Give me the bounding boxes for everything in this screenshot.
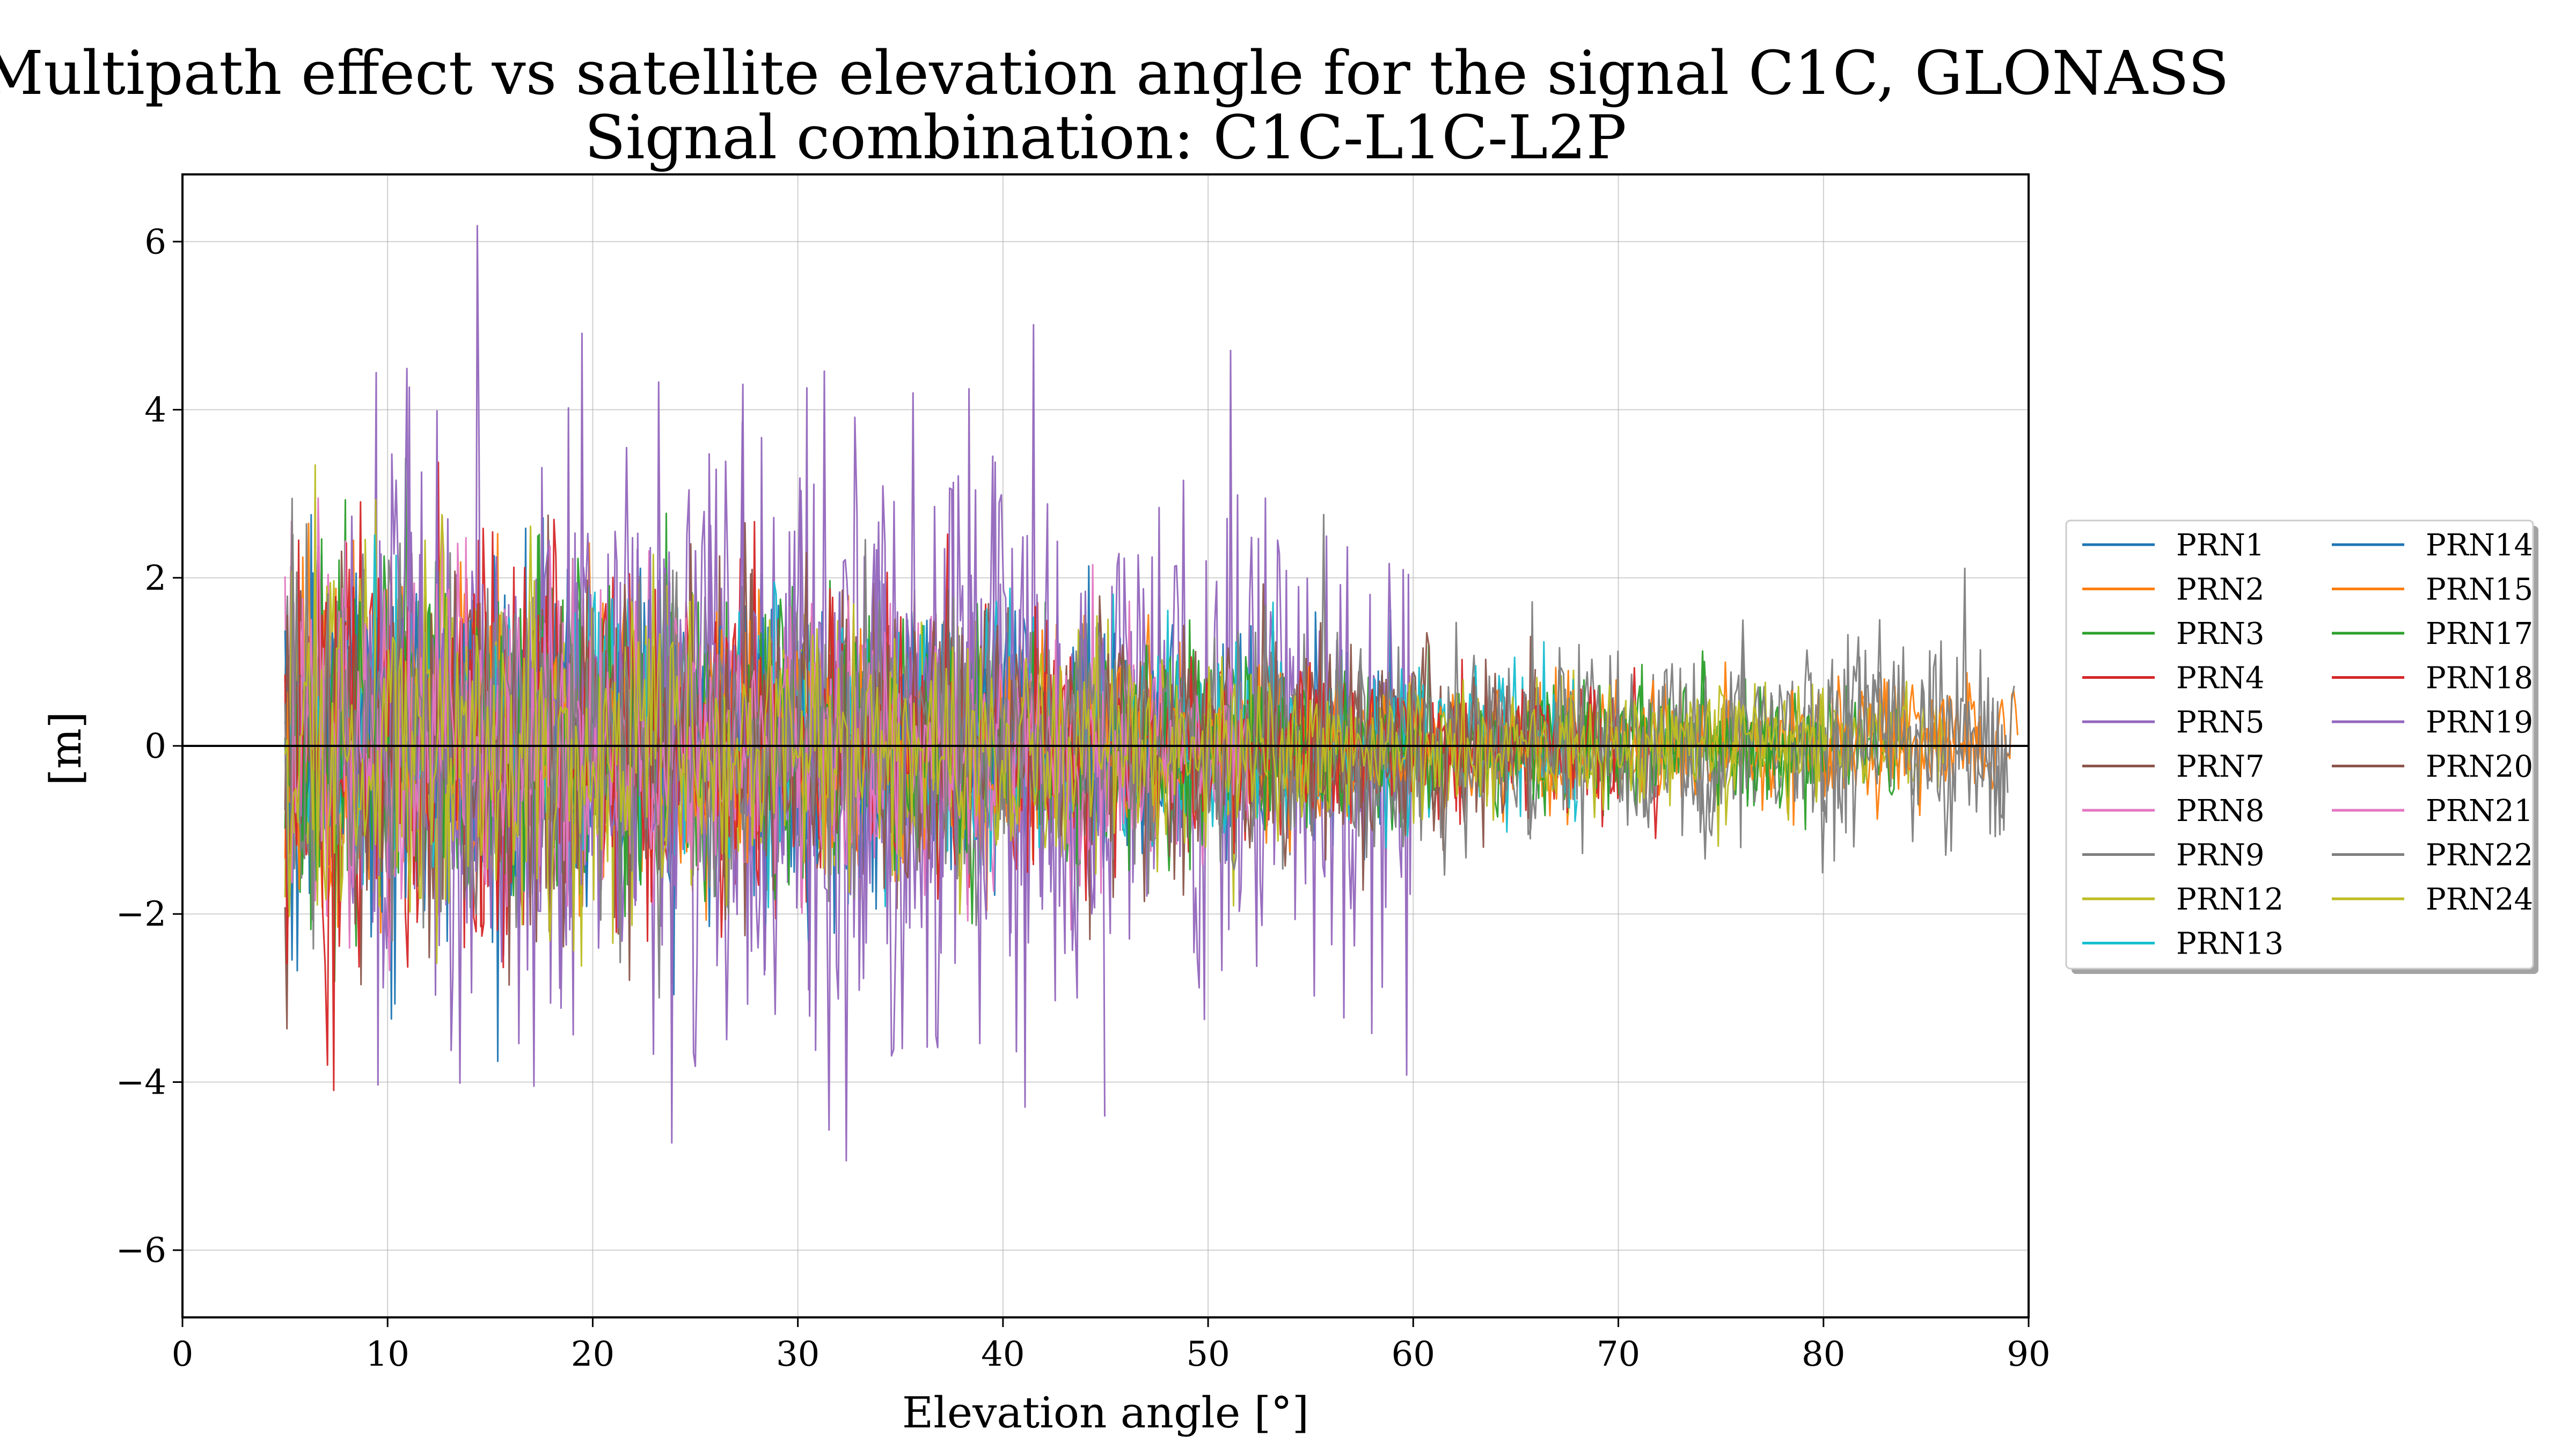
x-tick-label-90: 90: [2007, 1335, 2050, 1374]
x-tick-label-70: 70: [1597, 1335, 1640, 1374]
x-tick-label-10: 10: [366, 1335, 409, 1374]
legend-label-prn19: PRN19: [2426, 705, 2533, 740]
y-tick-label-4: 4: [144, 391, 166, 430]
legend-label-prn17: PRN17: [2426, 617, 2533, 651]
chart-subtitle: Signal combination: C1C-L1C-L2P: [584, 103, 1627, 173]
series-line-prn22: [284, 514, 2009, 999]
legend-label-prn20: PRN20: [2426, 750, 2533, 785]
tick-labels: 0 10 20 30 40 50 60 70 80 90 −6 −4 −2 0 2 4 6: [116, 222, 2051, 1374]
y-tick-label-0: 0: [144, 727, 166, 766]
x-tick-label-30: 30: [776, 1335, 819, 1374]
series-line-prn24: [284, 464, 1824, 952]
series-line-prn19: [346, 368, 1106, 1162]
legend-label-prn14: PRN14: [2426, 528, 2533, 563]
series-lines: [284, 225, 2019, 1162]
legend-label-prn12: PRN12: [2176, 882, 2284, 917]
legend-label-prn8: PRN8: [2176, 794, 2264, 829]
legend-label-prn15: PRN15: [2426, 573, 2533, 607]
legend-label-prn2: PRN2: [2176, 573, 2264, 607]
y-tick-label-2: 2: [144, 559, 166, 598]
x-tick-label-60: 60: [1392, 1335, 1435, 1374]
legend: PRN1 PRN2 PRN3 PRN4 PRN5 PRN7 PRN8 PRN9 PRN12 PRN…: [2065, 519, 2538, 974]
x-tick-label-50: 50: [1186, 1335, 1230, 1374]
legend-label-prn9: PRN9: [2176, 838, 2264, 873]
y-tick-label-6: 6: [144, 222, 166, 262]
legend-label-prn7: PRN7: [2176, 750, 2264, 785]
legend-label-prn24: PRN24: [2426, 882, 2533, 917]
legend-label-prn18: PRN18: [2426, 661, 2533, 696]
legend-label-prn3: PRN3: [2176, 617, 2264, 651]
legend-label-prn22: PRN22: [2426, 838, 2533, 873]
legend-label-prn4: PRN4: [2176, 661, 2264, 696]
x-tick-label-40: 40: [981, 1335, 1024, 1374]
y-tick-label--2: −2: [116, 895, 166, 934]
legend-label-prn13: PRN13: [2176, 927, 2284, 962]
legend-label-prn5: PRN5: [2176, 705, 2264, 740]
x-tick-label-0: 0: [172, 1335, 194, 1374]
y-tick-label--6: −6: [116, 1231, 166, 1271]
y-tick-label--4: −4: [116, 1062, 166, 1102]
legend-label-prn21: PRN21: [2426, 794, 2533, 829]
x-axis-label: Elevation angle [°]: [902, 1388, 1309, 1438]
x-tick-label-80: 80: [1802, 1335, 1845, 1374]
x-tick-label-20: 20: [571, 1335, 614, 1374]
chart-title: Multipath effect vs satellite elevation …: [0, 39, 2229, 108]
y-axis-label: [m]: [41, 712, 91, 786]
legend-label-prn1: PRN1: [2176, 528, 2264, 563]
legend-box: [2065, 519, 2534, 970]
